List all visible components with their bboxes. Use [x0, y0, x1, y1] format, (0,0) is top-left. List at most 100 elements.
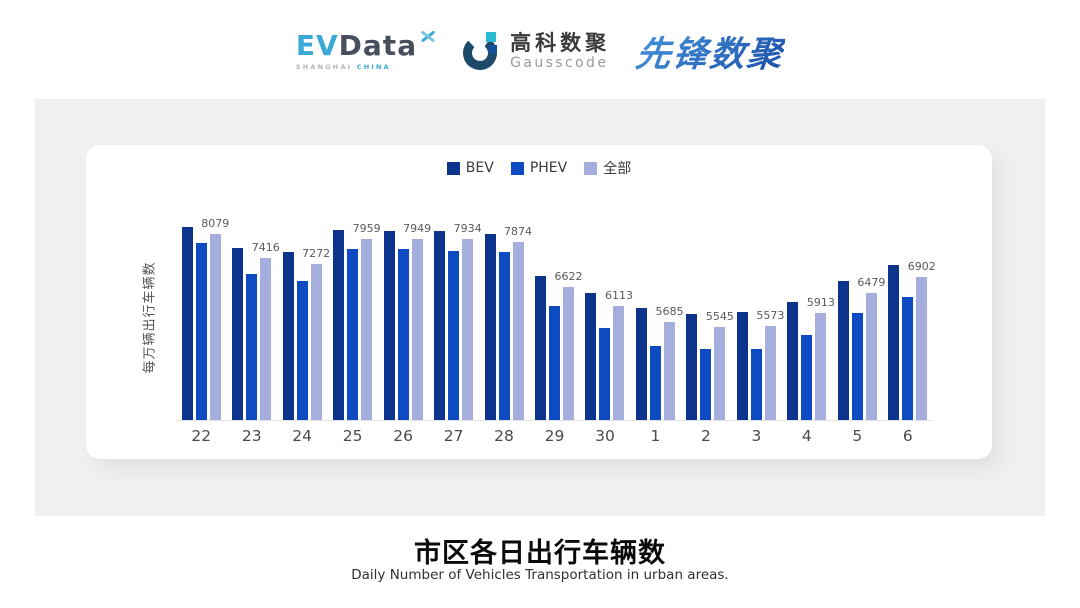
bar-all-30: [613, 306, 625, 420]
bar-phev-27: [448, 250, 460, 420]
bar-group-4: 5913: [782, 215, 835, 420]
bar-bev-22: [181, 227, 193, 420]
bar-group-3: 5573: [731, 215, 785, 420]
bar-phev-25: [347, 249, 359, 420]
data-label-27: 7934: [453, 222, 482, 236]
bar-bev-2: [686, 313, 698, 420]
data-label-2: 5545: [705, 309, 734, 323]
bar-all-6: [916, 277, 928, 420]
bar-phev-3: [750, 349, 762, 420]
bar-all-5: [865, 292, 877, 420]
x-axis-line: [176, 420, 933, 421]
y-axis-label: 每万辆出行车辆数: [142, 261, 158, 374]
chart-subtitle: Daily Number of Vehicles Transportation …: [351, 567, 729, 583]
bar-phev-1: [649, 345, 661, 420]
chart-card: BEV PHEV 全部 每万辆出行车辆数 8079 7416 7272 7959 7949 7…: [86, 145, 992, 459]
x-axis-ticks: 22 23 24 25 26 27 28 29 30 1 2 3 4 5 6: [176, 427, 933, 445]
data-label-3: 5573: [756, 308, 785, 322]
bar-phev-30: [599, 328, 611, 420]
chart-legend: BEV PHEV 全部: [86, 158, 992, 178]
bar-phev-23: [246, 273, 258, 420]
data-label-5: 6479: [857, 275, 886, 289]
bar-bev-30: [585, 293, 597, 420]
bar-group-6: 6902: [883, 215, 936, 420]
data-label-30: 6113: [604, 289, 633, 302]
bar-group-5: 6479: [832, 215, 886, 420]
bar-group-24: 7272: [277, 215, 330, 420]
gausscode-cn-text: 高科数聚: [510, 30, 611, 55]
bar-bev-27: [434, 230, 446, 420]
evdata-data-text: Data: [338, 29, 418, 62]
bar-phev-26: [397, 249, 409, 420]
bar-all-28: [512, 241, 524, 420]
header-logos: EVData SHANGHAI CHINA 高科数聚 Gausscode 先锋数…: [0, 16, 1080, 86]
evdata-logo: EVData SHANGHAI CHINA: [295, 30, 436, 71]
bar-phev-24: [296, 281, 308, 420]
bar-phev-6: [902, 296, 914, 420]
legend-label-phev: PHEV: [529, 160, 568, 176]
pioneer-logo: 先锋数聚: [633, 26, 786, 77]
data-label-28: 7874: [504, 224, 533, 238]
data-label-1: 5685: [655, 304, 684, 318]
bar-all-2: [714, 326, 726, 420]
legend-item-phev[interactable]: PHEV: [510, 160, 568, 176]
bar-bev-5: [837, 280, 849, 420]
evdata-ev-text: EV: [295, 29, 339, 62]
bar-all-3: [764, 325, 776, 420]
chart-title: 市区各日出行车辆数: [414, 538, 666, 569]
x-tick-30: 30: [595, 427, 615, 445]
bar-bev-4: [787, 301, 799, 420]
data-label-4: 5913: [806, 296, 835, 310]
data-label-6: 6902: [907, 260, 936, 274]
bar-all-27: [462, 239, 474, 420]
data-label-25: 7959: [352, 221, 381, 235]
bar-phev-5: [851, 313, 863, 420]
bar-phev-28: [498, 252, 510, 420]
plot-area: 8079 7416 7272 7959 7949 7934 7874 6622 6113 5685…: [176, 215, 936, 420]
x-tick-3: 3: [751, 427, 762, 445]
data-label-26: 7949: [403, 221, 432, 235]
bar-group-27: 7934: [428, 215, 482, 420]
legend-item-all[interactable]: 全部: [584, 158, 631, 178]
bar-bev-23: [232, 247, 244, 420]
evdata-wordmark: EVData: [296, 31, 417, 61]
bar-group-23: 7416: [226, 215, 280, 420]
bar-group-2: 5545: [681, 215, 734, 420]
x-tick-28: 28: [494, 427, 514, 445]
bar-all-29: [563, 287, 575, 420]
gausscode-g-icon: [463, 32, 498, 70]
bar-phev-2: [700, 349, 712, 420]
x-tick-29: 29: [544, 427, 565, 445]
bar-all-4: [815, 313, 827, 420]
legend-label-bev: BEV: [465, 160, 494, 176]
legend-swatch-bev: [446, 161, 460, 175]
bar-group-28: 7874: [479, 215, 533, 420]
x-tick-4: 4: [801, 427, 812, 445]
x-tick-22: 22: [191, 427, 212, 445]
legend-swatch-all: [584, 161, 598, 175]
bar-group-26: 7949: [378, 215, 432, 420]
evdata-x-icon: [419, 27, 437, 45]
bar-bev-6: [888, 265, 900, 420]
x-tick-27: 27: [443, 427, 464, 445]
evdata-tagline: SHANGHAI CHINA: [295, 63, 391, 71]
bar-phev-4: [801, 334, 813, 420]
legend-label-all: 全部: [603, 161, 632, 177]
bar-all-24: [310, 263, 322, 420]
bar-all-1: [663, 321, 675, 420]
legend-item-bev[interactable]: BEV: [446, 160, 494, 176]
bar-bev-28: [484, 234, 496, 420]
x-tick-6: 6: [902, 427, 913, 445]
x-tick-5: 5: [852, 427, 863, 445]
bar-group-1: 5685: [630, 215, 684, 420]
bar-bev-3: [736, 312, 748, 420]
bar-group-30: 6113: [580, 215, 633, 420]
gausscode-wordmark: 高科数聚 Gausscode: [510, 31, 610, 72]
bar-all-22: [209, 234, 221, 420]
chart-panel: BEV PHEV 全部 每万辆出行车辆数 8079 7416 7272 7959 7949 7…: [35, 99, 1045, 516]
gausscode-logo: 高科数聚 Gausscode: [461, 31, 610, 72]
bar-group-29: 6622: [529, 215, 583, 420]
gausscode-en-text: Gausscode: [510, 54, 609, 71]
x-tick-24: 24: [292, 427, 313, 445]
